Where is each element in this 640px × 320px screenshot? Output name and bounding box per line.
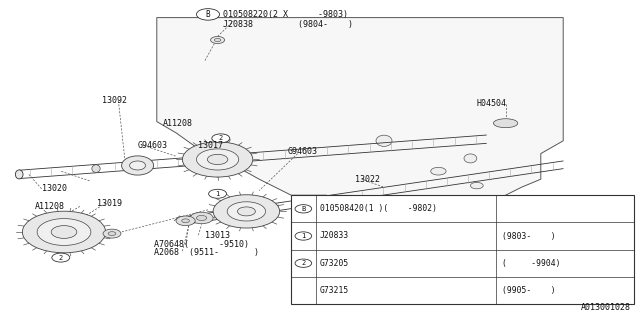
- Text: 13013: 13013: [205, 231, 230, 240]
- Circle shape: [295, 259, 312, 268]
- Text: A11208: A11208: [163, 119, 193, 128]
- Text: A70648(      -9510): A70648( -9510): [154, 240, 248, 249]
- Circle shape: [196, 215, 207, 220]
- Ellipse shape: [464, 154, 477, 163]
- Circle shape: [52, 253, 70, 262]
- Ellipse shape: [129, 161, 146, 170]
- Circle shape: [237, 207, 255, 216]
- Circle shape: [22, 211, 106, 253]
- Text: G73205: G73205: [320, 259, 349, 268]
- Circle shape: [209, 189, 227, 198]
- Text: A013001028: A013001028: [580, 303, 630, 312]
- Circle shape: [196, 149, 239, 170]
- Circle shape: [103, 229, 121, 238]
- Circle shape: [176, 216, 195, 226]
- Polygon shape: [157, 18, 563, 214]
- Circle shape: [431, 167, 446, 175]
- Circle shape: [196, 9, 220, 20]
- Text: G94603: G94603: [138, 141, 168, 150]
- Text: 010508220(2 X      -9803): 010508220(2 X -9803): [223, 10, 348, 19]
- Circle shape: [51, 226, 77, 238]
- Circle shape: [217, 137, 225, 140]
- Circle shape: [108, 232, 116, 236]
- Text: 13019: 13019: [97, 199, 122, 208]
- Text: J20833: J20833: [320, 231, 349, 241]
- Ellipse shape: [179, 217, 186, 225]
- Text: 1: 1: [301, 233, 305, 239]
- Text: B: B: [205, 10, 211, 19]
- Circle shape: [227, 202, 266, 221]
- Circle shape: [37, 219, 91, 245]
- Text: 2: 2: [59, 255, 63, 260]
- Text: 13022: 13022: [355, 175, 380, 184]
- Circle shape: [211, 36, 225, 44]
- Circle shape: [214, 38, 221, 42]
- Text: 1: 1: [216, 191, 220, 197]
- Circle shape: [182, 142, 253, 177]
- Circle shape: [213, 195, 280, 228]
- Text: H04504: H04504: [477, 100, 507, 108]
- Circle shape: [207, 154, 228, 164]
- Bar: [291, 195, 634, 304]
- Text: 2: 2: [301, 260, 305, 266]
- Circle shape: [295, 232, 312, 240]
- Text: G94603: G94603: [288, 148, 318, 156]
- Ellipse shape: [15, 170, 23, 179]
- Text: G73215: G73215: [320, 286, 349, 295]
- Text: 010508420(1 )(    -9802): 010508420(1 )( -9802): [320, 204, 437, 213]
- Text: 13020: 13020: [42, 184, 67, 193]
- Text: J20838         (9804-    ): J20838 (9804- ): [223, 20, 353, 28]
- Text: (9803-    ): (9803- ): [502, 231, 556, 241]
- Ellipse shape: [376, 135, 392, 146]
- Circle shape: [295, 205, 312, 213]
- Text: (9905-    ): (9905- ): [502, 286, 556, 295]
- Ellipse shape: [92, 165, 100, 172]
- Ellipse shape: [493, 119, 518, 128]
- Text: A2068  (9511-       ): A2068 (9511- ): [154, 248, 259, 257]
- Text: 13017: 13017: [198, 141, 223, 150]
- Circle shape: [190, 212, 213, 224]
- Circle shape: [182, 219, 189, 223]
- Text: 2: 2: [219, 135, 223, 141]
- Circle shape: [470, 182, 483, 189]
- Ellipse shape: [122, 156, 154, 175]
- Text: 13092: 13092: [102, 96, 127, 105]
- Text: B: B: [301, 206, 305, 212]
- Circle shape: [212, 134, 230, 143]
- Circle shape: [212, 134, 229, 143]
- Text: (     -9904): ( -9904): [502, 259, 561, 268]
- Text: A11208: A11208: [35, 202, 65, 211]
